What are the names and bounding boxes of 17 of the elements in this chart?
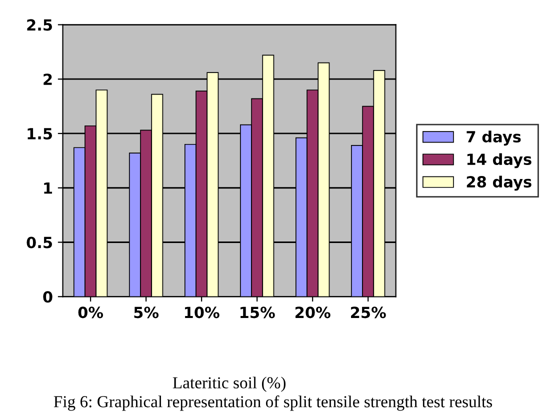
- y-tick-label: 0: [43, 291, 52, 303]
- caption: Fig 6: Graphical representation of split tensile strength test results: [54, 395, 492, 411]
- y-tick-label: 1.5: [28, 128, 52, 140]
- y-tick-label: 1: [44, 182, 52, 194]
- y-tick-label: 0.5: [26, 236, 52, 248]
- x-tick-label: 0%: [78, 306, 104, 318]
- legend-label: 28 days: [466, 176, 532, 191]
- x-tick-label: 15%: [240, 306, 275, 318]
- y-tick-label: 2: [44, 74, 52, 85]
- y-tick-label: 2.5: [27, 19, 52, 31]
- x-tick-label: 20%: [296, 306, 330, 318]
- x-axis-title: Lateritic soil (%): [172, 376, 286, 392]
- x-tick-label: 10%: [185, 306, 220, 318]
- x-tick-label: 5%: [134, 306, 159, 318]
- x-tick-label: 25%: [351, 306, 386, 318]
- legend-label: 7 days: [466, 130, 521, 146]
- legend-label: 14 days: [467, 153, 532, 168]
